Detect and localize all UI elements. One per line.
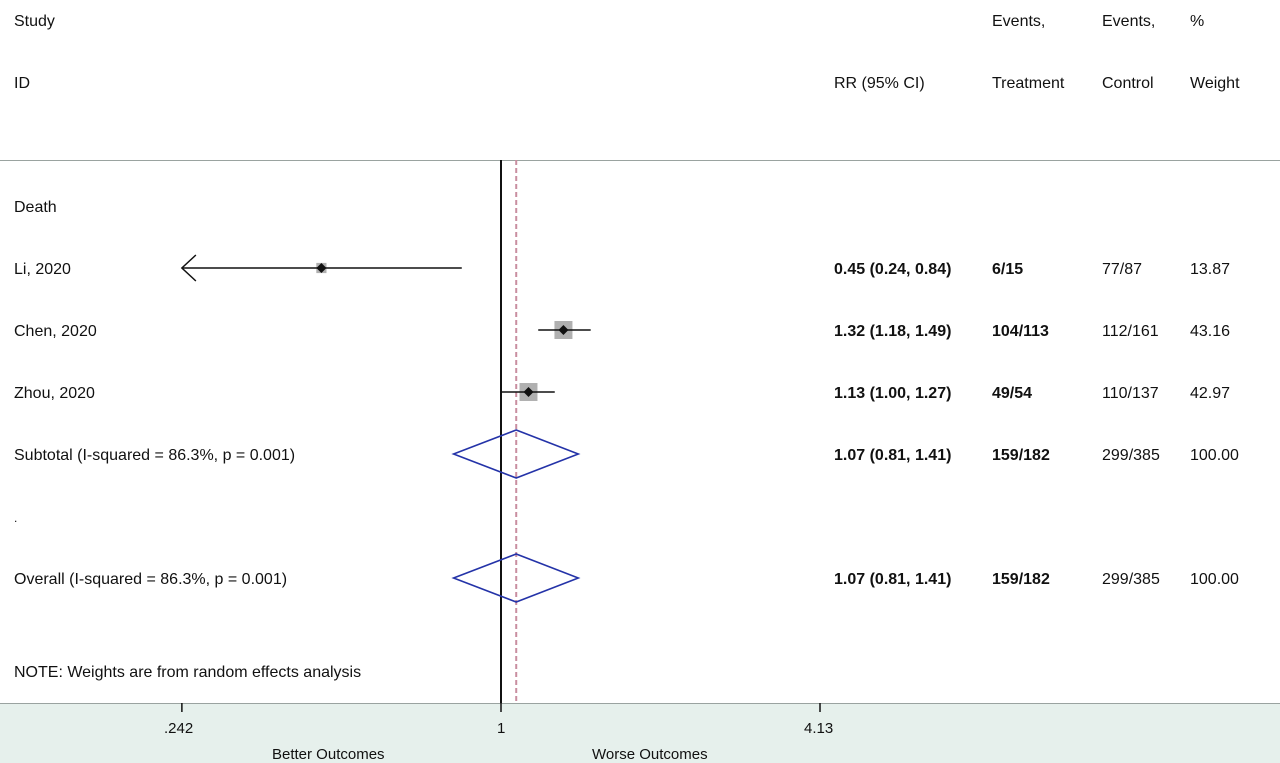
worse-outcomes-label: Worse Outcomes bbox=[592, 746, 708, 763]
header-divider bbox=[0, 160, 1280, 161]
study-label: Chen, 2020 bbox=[14, 323, 97, 340]
overall-treatment: 159/182 bbox=[992, 571, 1050, 588]
study-treatment: 104/113 bbox=[992, 323, 1049, 340]
study-treatment: 6/15 bbox=[992, 261, 1024, 278]
header-id: ID bbox=[14, 75, 30, 92]
header-weight-1: % bbox=[1190, 13, 1205, 30]
overall-label: Overall (I-squared = 86.3%, p = 0.001) bbox=[14, 571, 288, 588]
subtotal-rr: 1.07 (0.81, 1.41) bbox=[834, 447, 952, 464]
study-control: 110/137 bbox=[1102, 385, 1159, 402]
header-events-treatment-2: Treatment bbox=[992, 75, 1065, 92]
header-rr: RR (95% CI) bbox=[834, 75, 925, 92]
study-control: 112/161 bbox=[1102, 323, 1159, 340]
study-rr: 0.45 (0.24, 0.84) bbox=[834, 261, 952, 278]
subtotal-label: Subtotal (I-squared = 86.3%, p = 0.001) bbox=[14, 447, 296, 464]
subtotal-weight: 100.00 bbox=[1190, 447, 1239, 464]
header-events-control-2: Control bbox=[1102, 75, 1154, 92]
study-control: 77/87 bbox=[1102, 261, 1143, 278]
better-outcomes-label: Better Outcomes bbox=[272, 746, 385, 763]
study-weight: 42.97 bbox=[1190, 385, 1231, 402]
header-weight-2: Weight bbox=[1190, 75, 1240, 92]
tick-label: 1 bbox=[497, 720, 506, 737]
overall-control: 299/385 bbox=[1102, 571, 1160, 588]
axis-divider bbox=[0, 703, 1280, 704]
study-rr: 1.13 (1.00, 1.27) bbox=[834, 385, 952, 402]
study-weight: 13.87 bbox=[1190, 261, 1231, 278]
subtotal-control: 299/385 bbox=[1102, 447, 1160, 464]
header-events-control-1: Events, bbox=[1102, 13, 1156, 30]
study-rr: 1.32 (1.18, 1.49) bbox=[834, 323, 952, 340]
ci-arrow bbox=[180, 254, 197, 282]
note-text: NOTE: Weights are from random effects an… bbox=[14, 664, 362, 681]
header-events-treatment-1: Events, bbox=[992, 13, 1046, 30]
subtotal-diamond bbox=[451, 429, 581, 479]
point-estimate bbox=[316, 263, 327, 273]
study-weight: 43.16 bbox=[1190, 323, 1231, 340]
point-estimate bbox=[558, 325, 569, 335]
group-label: Death bbox=[14, 199, 57, 216]
overall-weight: 100.00 bbox=[1190, 571, 1239, 588]
axis-band bbox=[0, 703, 1280, 763]
subtotal-treatment: 159/182 bbox=[992, 447, 1050, 464]
point-estimate bbox=[523, 387, 534, 397]
study-treatment: 49/54 bbox=[992, 385, 1033, 402]
tick-label: .242 bbox=[164, 720, 194, 737]
overall-diamond bbox=[451, 553, 581, 603]
tick-label: 4.13 bbox=[804, 720, 834, 737]
separator-dot: . bbox=[14, 511, 18, 525]
header-study: Study bbox=[14, 13, 55, 30]
study-label: Li, 2020 bbox=[14, 261, 71, 278]
overall-rr: 1.07 (0.81, 1.41) bbox=[834, 571, 952, 588]
study-label: Zhou, 2020 bbox=[14, 385, 95, 402]
